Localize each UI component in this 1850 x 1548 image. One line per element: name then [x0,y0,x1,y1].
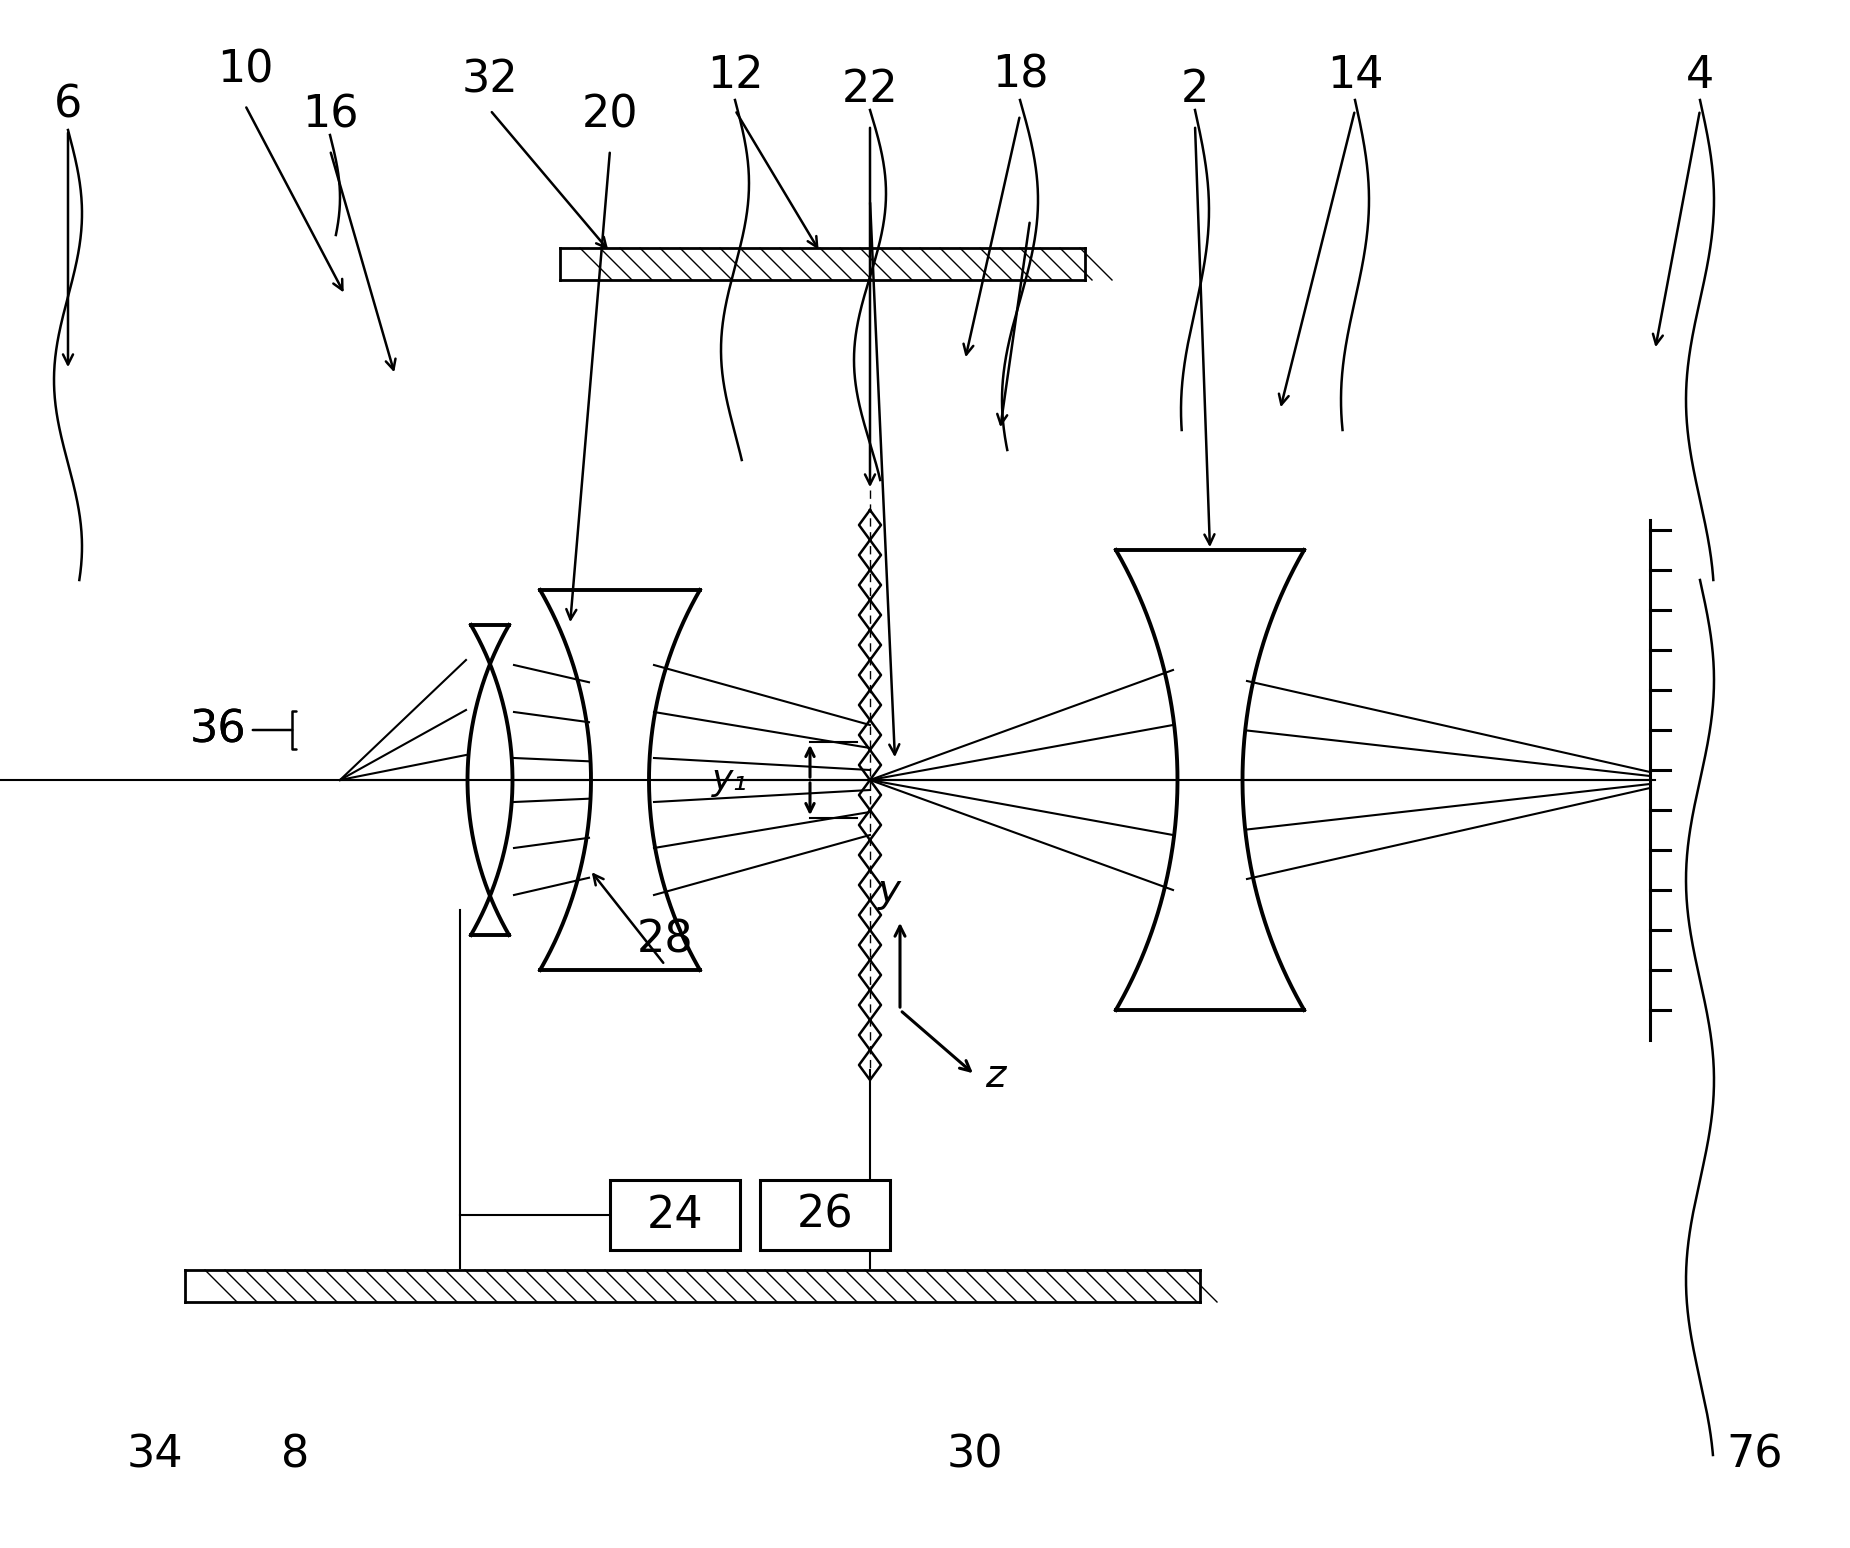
Text: z: z [984,1057,1005,1094]
Text: 12: 12 [707,54,764,96]
Text: 36: 36 [191,709,246,751]
Text: 34: 34 [126,1433,183,1477]
Text: 26: 26 [797,1194,853,1237]
Text: 24: 24 [648,1194,703,1237]
Text: 28: 28 [636,918,694,961]
Text: 10: 10 [216,48,274,91]
Text: y: y [879,872,901,910]
Text: 18: 18 [992,54,1049,96]
Text: 76: 76 [1726,1433,1783,1477]
Text: 16: 16 [302,93,359,136]
Text: 32: 32 [462,59,518,102]
Text: y₁: y₁ [712,763,747,797]
Text: 8: 8 [281,1433,309,1477]
FancyBboxPatch shape [610,1180,740,1249]
FancyBboxPatch shape [760,1180,890,1249]
Text: 22: 22 [842,68,899,111]
Text: 2: 2 [1180,68,1210,111]
Text: 4: 4 [1685,54,1715,96]
Text: 36: 36 [191,709,246,751]
Text: 30: 30 [947,1433,1003,1477]
Text: 6: 6 [54,84,81,127]
Text: 20: 20 [581,93,638,136]
Text: 14: 14 [1326,54,1384,96]
